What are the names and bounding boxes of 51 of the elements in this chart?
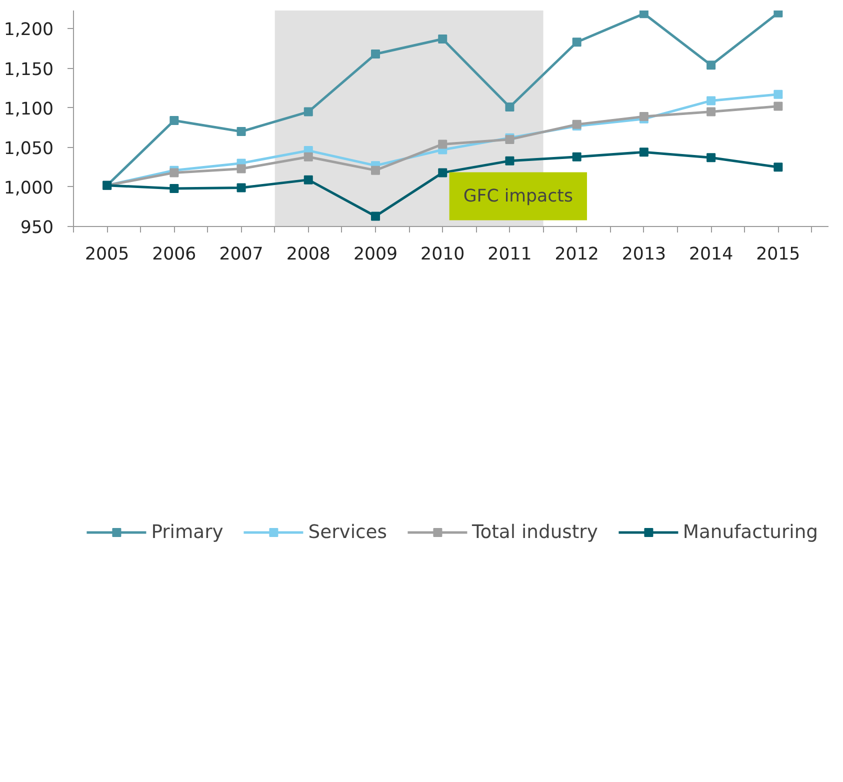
x-tick-label: 2010 (420, 244, 465, 264)
band-label: GFC impacts (463, 186, 573, 206)
point (438, 168, 448, 178)
point (572, 152, 582, 162)
point (639, 148, 648, 157)
legend-label: Manufacturing (682, 522, 818, 542)
point (236, 127, 246, 136)
y-tick-label: 1,050 (4, 138, 54, 159)
y-tick-label: 1,100 (4, 99, 54, 120)
point (774, 90, 783, 99)
point (371, 212, 380, 221)
point (438, 34, 448, 44)
x-tick-label: 2011 (488, 244, 532, 264)
point (706, 153, 716, 162)
point (639, 10, 648, 18)
x-tick-label: 2006 (152, 244, 196, 264)
point (774, 102, 783, 111)
point (706, 96, 716, 106)
point (438, 140, 448, 149)
x-tick-label: 2007 (219, 244, 264, 264)
x-tick-label: 2009 (353, 244, 398, 264)
x-tick-label: 2014 (689, 244, 734, 264)
y-tick-label: 1,200 (4, 20, 54, 40)
x-tick-label: 2015 (756, 244, 800, 264)
point (170, 168, 179, 178)
y-tick-label: 1,000 (4, 178, 54, 198)
legend-label: Total industry (472, 522, 598, 542)
point (706, 107, 716, 116)
x-tick-label: 2012 (554, 244, 599, 264)
point (572, 38, 582, 47)
point (774, 10, 783, 18)
point (304, 107, 313, 116)
point (505, 102, 514, 112)
point (505, 156, 514, 166)
point (170, 116, 179, 125)
point (304, 152, 313, 162)
x-tick-label: 2008 (286, 244, 330, 264)
point (706, 60, 716, 70)
point (774, 162, 783, 172)
y-tick-label: 1,150 (4, 60, 54, 80)
point (371, 50, 380, 59)
legend-label: Primary (151, 522, 224, 542)
y-tick-label: 950 (20, 218, 54, 238)
legend-label: Services (308, 522, 387, 542)
x-tick-label: 2005 (85, 244, 130, 264)
point (371, 166, 380, 175)
point (304, 175, 313, 184)
point (170, 184, 179, 194)
point (236, 183, 246, 192)
x-tick-label: 2013 (622, 244, 666, 264)
point (236, 164, 246, 174)
